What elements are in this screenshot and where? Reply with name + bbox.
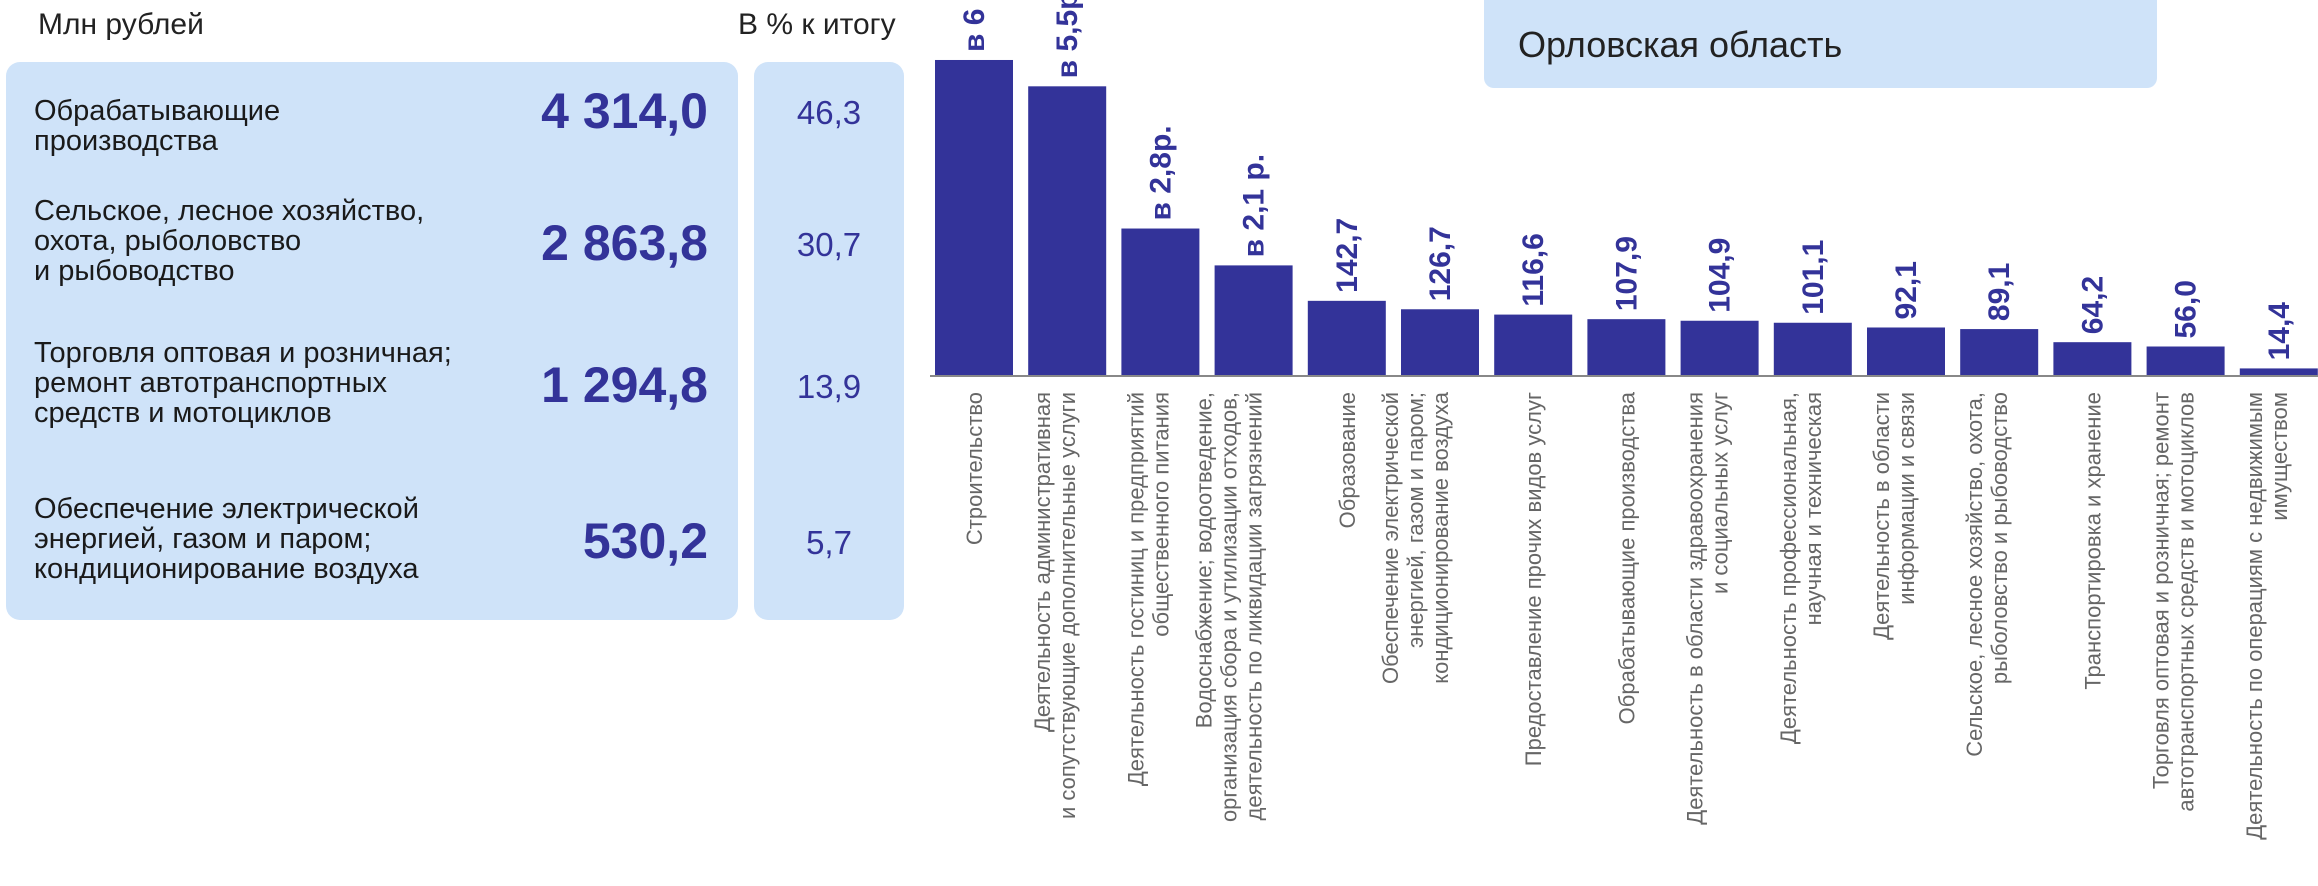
bar: [2146, 346, 2225, 376]
bar-value-label: 89,1: [1983, 263, 2016, 321]
category-label: Сельское, лесное хозяйство, охота,: [1962, 392, 1987, 757]
bar-value-label: 64,2: [2076, 276, 2109, 334]
category-label: Водоснабжение; водоотведение,: [1192, 392, 1217, 728]
category-label: Деятельность в области: [1869, 392, 1894, 640]
category-label: Обрабатывающие производства: [1614, 391, 1639, 724]
bar: [1867, 327, 1945, 376]
category-label: Деятельность гостиниц и предприятий: [1123, 392, 1148, 786]
region-name: Орловская область: [1518, 24, 1843, 65]
bar: [1028, 86, 1107, 376]
row-label: Сельское, лесное хозяйство, охота, рыбол…: [34, 195, 425, 287]
bar-value-label: в 5,5р.: [1051, 0, 1084, 78]
bar: [1680, 320, 1759, 376]
row-label: Обеспечение электрической энергией, газо…: [34, 493, 419, 585]
category-label: Предоставление прочих видов услуг: [1521, 392, 1546, 766]
row-label: Обрабатывающие производства: [34, 95, 281, 157]
region-box: Орловская область: [1484, 0, 2157, 88]
row-value: 2 863,8: [541, 215, 708, 271]
bar-value-label: 107,9: [1610, 236, 1643, 311]
bar-value-label: 56,0: [2170, 280, 2203, 338]
bar: [1773, 322, 1852, 376]
category-label: деятельность по ликвидации загрязнений: [1242, 392, 1267, 820]
row-percent: 30,7: [796, 226, 862, 263]
category-label: рыболовство и рыбоводство: [1987, 392, 2012, 684]
values-panel: Обрабатывающие производства 4 314,0 Сель…: [6, 62, 738, 620]
category-label: Строительство: [962, 392, 987, 545]
bar-value-label: в 2,1 р.: [1238, 154, 1271, 257]
category-label: автотранспортных средств и мотоциклов: [2174, 392, 2199, 812]
category-label: Транспортировка и хранение: [2080, 392, 2105, 690]
bar-value-label: в 2,8р.: [1144, 125, 1177, 220]
bar: [2053, 342, 2132, 376]
row-value: 530,2: [582, 513, 708, 569]
category-label: Деятельность по операциям с недвижимым: [2242, 392, 2267, 840]
category-label: Деятельность в области здравоохранения: [1683, 392, 1708, 825]
bar: [1401, 309, 1479, 376]
bar: [1494, 314, 1573, 376]
bar: [1587, 319, 1666, 376]
row-percent: 5,7: [806, 524, 852, 561]
bar-value-label: 104,9: [1704, 238, 1737, 313]
bar: [1960, 329, 2039, 376]
category-label: имуществом: [2267, 392, 2292, 521]
row-percent: 46,3: [796, 94, 862, 131]
category-label: кондиционирование воздуха: [1428, 391, 1453, 684]
category-label: Деятельность административная: [1030, 392, 1055, 732]
percent-header: В % к итогу: [738, 8, 896, 41]
bar-value-label: 101,1: [1797, 240, 1830, 315]
bar-value-label: 92,1: [1890, 261, 1923, 319]
category-label: и сопутствующие дополнительные услуги: [1055, 392, 1080, 819]
bar: [1307, 300, 1386, 376]
category-label: Обеспечение электрической: [1378, 392, 1403, 684]
category-label: научная и техническая: [1801, 392, 1826, 625]
row-label: Торговля оптовая и розничная; ремонт авт…: [34, 337, 452, 429]
row-value: 4 314,0: [541, 83, 708, 139]
units-label: Млн рублей: [38, 8, 204, 41]
bar-value-label: 14,4: [2263, 302, 2296, 361]
bar: [2239, 368, 2318, 376]
category-label: энергией, газом и паром;: [1403, 392, 1428, 648]
bar-value-label: в 6: [958, 9, 991, 52]
bar: [1214, 265, 1293, 376]
bar: [1121, 228, 1200, 376]
bar: [935, 59, 1013, 376]
category-label: и социальных услуг: [1708, 392, 1733, 594]
bar-chart: в 6 Строительство в 5,5р. Деятельность адми…: [930, 0, 2318, 840]
category-label: организация сбора и утилизации отходов,: [1217, 392, 1242, 822]
category-label: Торговля оптовая и розничная; ремонт: [2149, 392, 2174, 789]
bar-value-label: 142,7: [1331, 218, 1364, 293]
category-label: общественного питания: [1148, 392, 1173, 637]
category-label: информации и связи: [1894, 392, 1919, 605]
row-percent: 13,9: [796, 368, 862, 405]
category-label: Образование: [1335, 392, 1360, 528]
category-label: Деятельность профессиональная,: [1776, 392, 1801, 744]
percent-panel: 46,3 30,7 13,9 5,7: [754, 62, 904, 620]
bar-value-label: 116,6: [1517, 233, 1550, 306]
bar-value-label: 126,7: [1424, 226, 1457, 301]
row-value: 1 294,8: [541, 357, 708, 413]
